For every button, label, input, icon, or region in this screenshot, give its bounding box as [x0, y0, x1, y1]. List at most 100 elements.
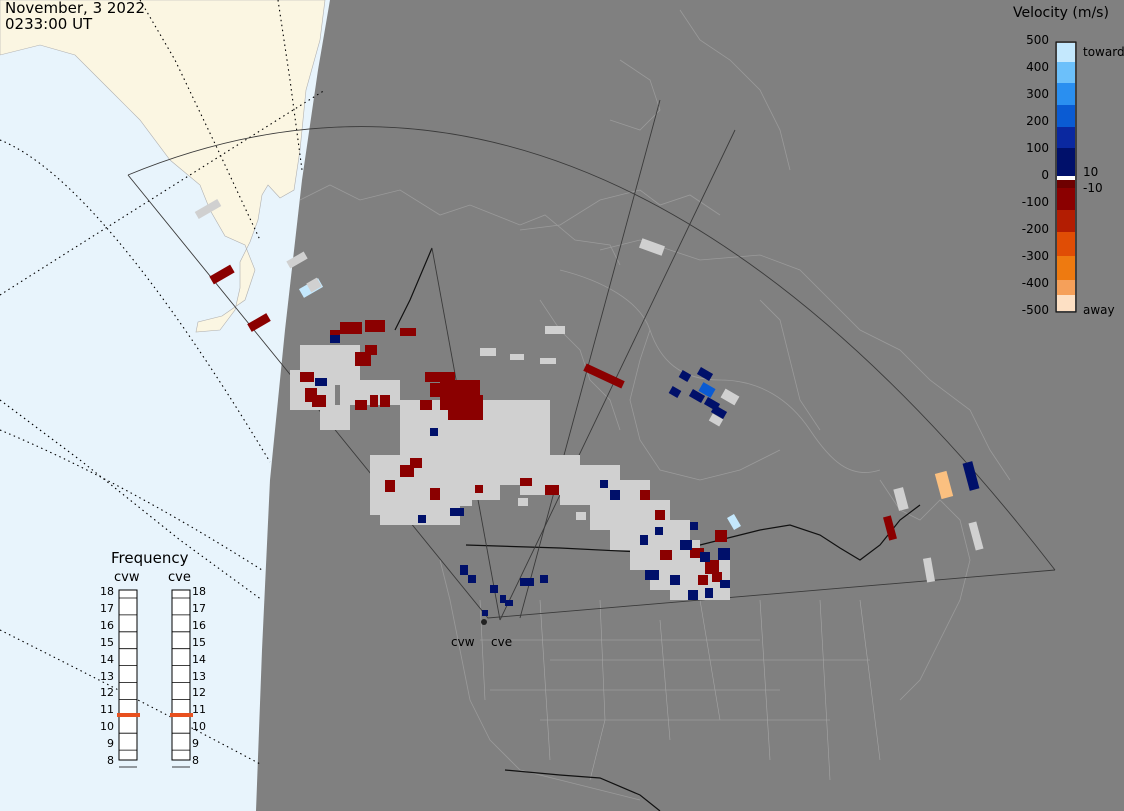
scatter-cell [660, 550, 672, 560]
time-label: 0233:00 UT [5, 15, 93, 33]
radar-fov [127, 99, 1056, 621]
state-borders [479, 599, 881, 781]
frequency-tick-label: 16 [100, 618, 114, 632]
scatter-cell [715, 530, 727, 542]
scatter-cell [400, 328, 416, 336]
frequency-tick-label: 17 [192, 601, 206, 615]
scatter-cell [448, 395, 483, 420]
frequency-tick-label: 12 [100, 686, 114, 700]
scatter-cell [540, 358, 556, 364]
scatter-cell [705, 588, 713, 598]
scatter-cell [696, 367, 714, 381]
scatter-cell [712, 572, 722, 582]
frequency-radar-name: cve [168, 570, 191, 585]
scatter-cell [460, 565, 468, 575]
scatter-cell [247, 313, 271, 332]
colorbar-tick: 10 [1083, 165, 1099, 179]
scatter-cell [430, 488, 440, 500]
scatter-cell [690, 548, 704, 558]
scatter-cell [639, 238, 665, 256]
scatter-cell [883, 515, 897, 541]
scatter-cell [380, 395, 390, 407]
scatter-cell [315, 378, 327, 386]
frequency-tick-label: 9 [192, 737, 199, 751]
frequency-tick-label: 16 [192, 618, 206, 632]
frequency-tick-label: 8 [107, 754, 114, 767]
scatter-cell [698, 575, 708, 585]
frequency-tick-label: 11 [100, 703, 114, 717]
scatter-cell [306, 277, 322, 293]
frequency-radar-name: cvw [114, 570, 140, 585]
scatter-cell [655, 510, 665, 520]
frequency-tick-label: 13 [100, 669, 114, 683]
scatter-cell [420, 400, 432, 410]
scatter-cell [300, 372, 314, 382]
colorbar-tick: -10 [1083, 181, 1103, 195]
frequency-tick-label: 14 [100, 652, 114, 666]
scatter-cell [518, 498, 528, 506]
cve-frequency-indicator [170, 713, 193, 717]
scatter-cell [545, 326, 565, 334]
scatter-cell [385, 480, 395, 492]
frequency-tick-label: 12 [192, 686, 206, 700]
scatter-cell [640, 490, 650, 500]
scatter-cell [430, 428, 438, 436]
scatter-cell [340, 322, 362, 334]
scatter-cell [520, 578, 534, 586]
scatter-cell [418, 515, 426, 523]
scatter-cell [540, 575, 548, 583]
colorbar-toward-label: toward [1083, 45, 1124, 59]
scatter-cell [710, 405, 728, 419]
scatter-cell [720, 580, 730, 588]
frequency-tick-label: 9 [107, 737, 114, 751]
scatter-cell [727, 513, 741, 531]
coastlines [299, 9, 1011, 801]
scatter-cell [430, 470, 500, 500]
scatter-cell [922, 557, 936, 583]
colorbar-tick: 500 [1026, 33, 1049, 47]
colorbar-title: Velocity (m/s) [1013, 5, 1109, 21]
colorbar-tick: 300 [1026, 87, 1049, 101]
colorbar-tick: 100 [1026, 141, 1049, 155]
colorbar-tick: 0 [1041, 168, 1049, 182]
scatter-cell [370, 395, 378, 407]
frequency-tick-label: 15 [192, 635, 206, 649]
frequency-tick-label: 10 [100, 720, 114, 734]
colorbar-tick: -100 [1021, 195, 1049, 209]
scatter-cell [209, 264, 235, 285]
scatter-cell [720, 388, 740, 406]
scatter-cell [610, 490, 620, 500]
scatter-cell [545, 485, 559, 495]
scatter-cell [490, 585, 498, 593]
cvw-frequency-indicator [117, 713, 140, 717]
scatter-cell [645, 570, 659, 580]
scatter-cell [320, 405, 350, 430]
scatter-cell [968, 521, 984, 551]
scatter-cell [678, 370, 692, 382]
scatter-cell [365, 320, 385, 332]
scatter-cell [468, 575, 476, 583]
scatter-cell [688, 389, 706, 403]
frequency-panel [117, 589, 193, 768]
frequency-title: Frequency [111, 549, 189, 567]
frequency-tick-label: 18 [100, 585, 114, 598]
scatter-cell [718, 548, 730, 560]
frequency-tick-label: 8 [192, 754, 199, 767]
scatter-cell [312, 395, 326, 407]
scatter-cell [680, 540, 692, 550]
night-region [256, 0, 1124, 811]
site-label-cvw: cvw [451, 635, 475, 649]
scatter-cell [520, 478, 532, 486]
frequency-tick-label: 11 [192, 703, 206, 717]
colorbar-tick: 200 [1026, 114, 1049, 128]
frequency-tick-label: 17 [100, 601, 114, 615]
scatter-cell [475, 485, 483, 493]
colorbar-tick: -400 [1021, 276, 1049, 290]
scatter-cell [600, 480, 608, 488]
scatter-cell [700, 552, 710, 562]
scatter-cell [576, 512, 586, 520]
colorbar-tick: -200 [1021, 222, 1049, 236]
frequency-tick-label: 15 [100, 635, 114, 649]
frequency-tick-label: 13 [192, 669, 206, 683]
